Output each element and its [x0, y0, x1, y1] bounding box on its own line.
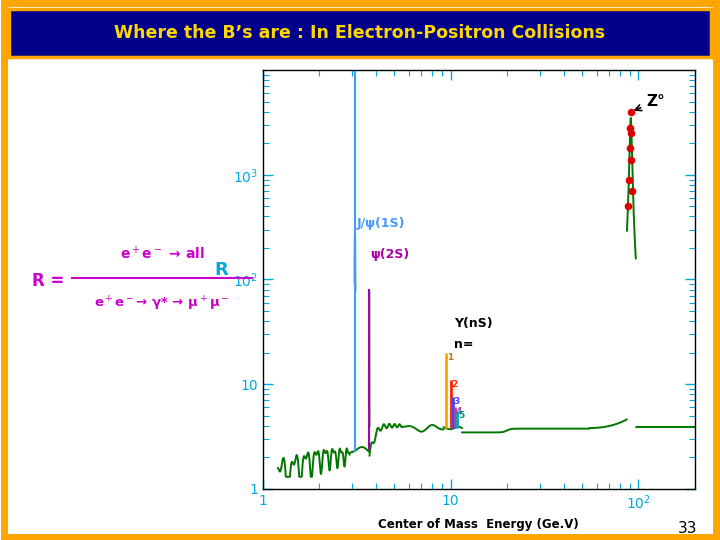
Text: 3: 3 [454, 397, 460, 406]
Y-axis label: R: R [215, 261, 228, 280]
Text: Where the B’s are : In Electron-Positron Collisions: Where the B’s are : In Electron-Positron… [114, 24, 606, 42]
Text: R =: R = [32, 272, 65, 290]
Text: 5: 5 [458, 411, 464, 420]
Text: 1: 1 [446, 353, 453, 362]
Text: e$^+$e$^-$ → all: e$^+$e$^-$ → all [120, 245, 204, 262]
Text: 33: 33 [678, 521, 697, 536]
Text: e$^+$e$^-$→ γ* → μ$^+$μ$^-$: e$^+$e$^-$→ γ* → μ$^+$μ$^-$ [94, 294, 230, 313]
Text: 2: 2 [451, 380, 457, 389]
Point [624, 176, 635, 184]
X-axis label: Center of Mass  Energy (Ge.V): Center of Mass Energy (Ge.V) [379, 518, 579, 531]
Point [624, 144, 636, 152]
Text: Z°: Z° [635, 94, 665, 111]
Text: J/ψ(1S): J/ψ(1S) [356, 217, 405, 230]
Point [626, 187, 638, 195]
Point [625, 107, 636, 116]
Text: ψ(2S): ψ(2S) [371, 248, 410, 261]
Text: n=: n= [454, 338, 473, 351]
Text: Υ(nS): Υ(nS) [454, 317, 492, 330]
Text: 4: 4 [456, 407, 462, 416]
Point [624, 124, 636, 132]
Point [625, 129, 636, 138]
Point [623, 202, 634, 211]
Point [626, 155, 637, 164]
